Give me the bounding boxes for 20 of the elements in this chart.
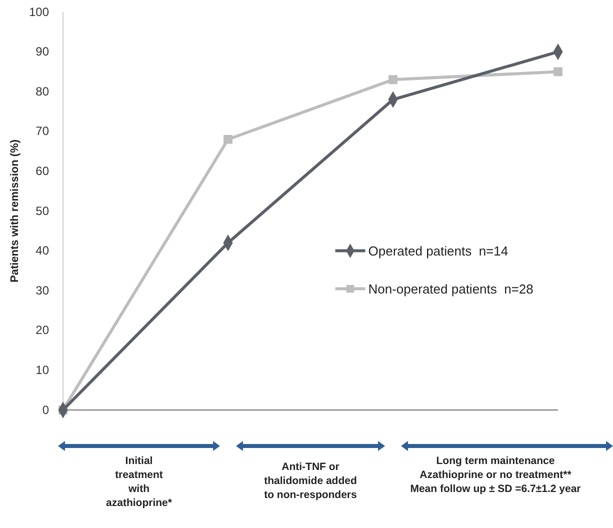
y-tick-label: 90 [36, 44, 50, 59]
y-tick-label: 60 [36, 164, 50, 178]
y-axis-title: Patients with remission (%) [9, 139, 21, 283]
point [388, 75, 398, 84]
y-tick-label: 20 [36, 323, 50, 338]
legend-label: Non-operated patients n=28 [368, 281, 534, 296]
y-tick-label: 80 [36, 84, 50, 98]
point [224, 134, 232, 144]
text: Initial treatment with azathioprine* [106, 455, 173, 509]
point [554, 67, 562, 76]
y-tick-label: 10 [36, 363, 50, 378]
y-tick-label: 30 [36, 283, 50, 298]
y-tick-label: 50 [36, 204, 50, 218]
y-tick-label: 70 [36, 124, 50, 138]
y-tick-label: 40 [36, 244, 50, 258]
legend-label: Operated patients n=14 [368, 243, 508, 258]
text: Anti-TNF or thalidomide added to non-responders [264, 461, 358, 501]
text: Long term maintenance Azathioprine or no treatment** Mean follow up ± SD =6.7±1.2 year [410, 455, 581, 495]
y-tick-label: 100 [28, 4, 50, 19]
y-tick-label: 0 [42, 402, 50, 417]
